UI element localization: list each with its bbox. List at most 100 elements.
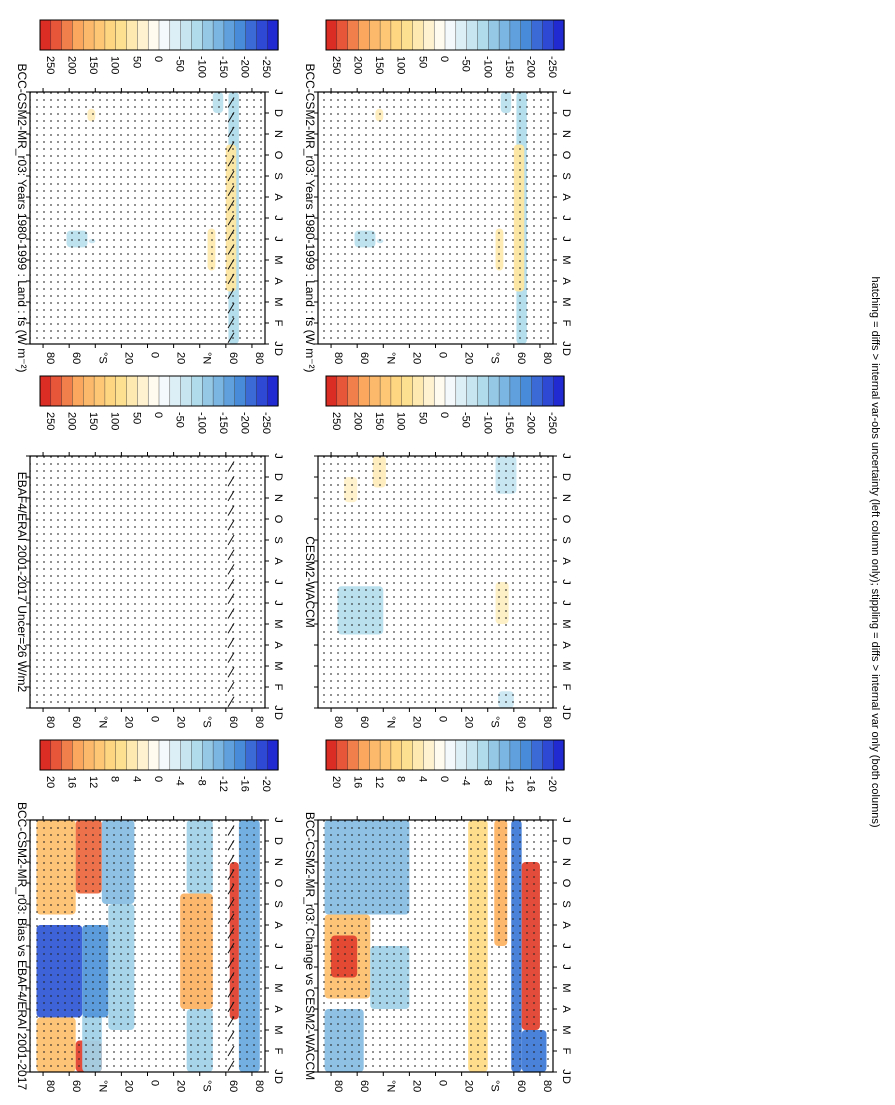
colorbar-cell xyxy=(137,375,149,407)
colorbar-cell xyxy=(72,739,84,771)
colorbar-tick-label: 200 xyxy=(351,412,363,430)
colorbar-tick-label: -200 xyxy=(525,56,537,78)
colorbar-cell xyxy=(256,375,268,407)
month-tick-label: O xyxy=(560,515,572,524)
colorbar-cell xyxy=(401,375,414,407)
colorbar-cell xyxy=(390,19,403,51)
colorbar-cell xyxy=(104,19,117,51)
lat-tick-label: °S xyxy=(489,1080,501,1092)
month-tick-label: A xyxy=(272,277,284,285)
hatch-mark xyxy=(227,534,235,546)
colorbar-cell xyxy=(401,19,414,51)
colorbar-cell xyxy=(531,375,544,407)
month-tick-label: J xyxy=(272,817,284,823)
lat-tick-label: 20 xyxy=(175,352,187,364)
colorbar-cell xyxy=(379,19,392,51)
month-tick-label: O xyxy=(560,151,572,160)
colorbar-cell xyxy=(369,19,381,51)
month-tick-label: D xyxy=(560,712,572,720)
month-tick-label: N xyxy=(272,858,284,866)
month-tick-label: M xyxy=(272,255,284,264)
month-tick-label: F xyxy=(560,320,572,327)
hatch-mark xyxy=(227,1045,235,1057)
colorbar-cell xyxy=(390,375,403,407)
hatch-mark xyxy=(227,884,235,895)
month-tick-label: A xyxy=(272,193,284,201)
colorbar-cell xyxy=(358,739,370,771)
colorbar-tick-label: 200 xyxy=(65,56,77,74)
panel-p4: 80 60 °N 20 0 20 °S 60 80JFMAMJJASONDJDCESM2-WAC… xyxy=(303,375,572,728)
hatch-mark xyxy=(227,141,235,152)
lat-tick-label: °N xyxy=(384,352,396,364)
panel-p2: 80 60 °N 20 0 20 °S 60 80JFMAMJJASONDJDBCC-CSM2-… xyxy=(303,19,572,373)
colorbar-tick-label: -100 xyxy=(481,412,493,434)
colorbar-cell xyxy=(466,19,479,51)
lat-tick-label: 60 xyxy=(227,716,239,728)
colorbar-cell xyxy=(180,19,193,51)
colorbar-cell xyxy=(325,375,338,407)
colorbar-tick-label: 8 xyxy=(109,776,121,782)
lat-tick-label: °S xyxy=(489,716,501,728)
panel-p5: 80 60 °N 20 0 20 °S 60 80JFMAMJJASONDJDBCC-CSM2-… xyxy=(15,739,284,1092)
month-tick-label: O xyxy=(272,151,284,160)
colorbar-cell xyxy=(552,19,565,51)
month-tick-label: M xyxy=(560,297,572,306)
lat-tick-label: °N xyxy=(384,716,396,728)
colorbar-cell xyxy=(531,19,544,51)
month-tick-label: A xyxy=(560,557,572,565)
colorbar-cell xyxy=(379,739,392,771)
month-tick-label: J xyxy=(272,453,284,459)
month-tick-label: M xyxy=(560,661,572,670)
colorbar-cell xyxy=(520,19,533,51)
colorbar-tick-label: 12 xyxy=(373,776,385,788)
stippling xyxy=(30,92,265,344)
lat-tick-label: 60 xyxy=(70,352,82,364)
month-tick-label: S xyxy=(560,536,572,543)
hatch-mark xyxy=(227,549,235,560)
hatch-mark xyxy=(227,490,235,502)
month-tick-label: A xyxy=(272,557,284,565)
month-tick-label: D xyxy=(272,109,284,117)
hatch-mark xyxy=(227,97,235,108)
colorbar-cell xyxy=(93,19,106,51)
stippling xyxy=(318,820,553,1072)
colorbar-cell xyxy=(401,739,414,771)
colorbar-cell xyxy=(180,375,193,407)
month-tick-label: M xyxy=(272,661,284,670)
month-tick-label: J xyxy=(560,943,572,949)
month-tick-label: O xyxy=(560,879,572,888)
colorbar-cell xyxy=(83,739,95,771)
month-tick-label: N xyxy=(272,494,284,502)
month-tick-label: J xyxy=(560,341,572,347)
colorbar-cell xyxy=(72,19,84,51)
lat-tick-label: °N xyxy=(96,1080,108,1092)
lat-tick-label: 20 xyxy=(175,1080,187,1092)
month-tick-label: D xyxy=(560,109,572,117)
month-tick-label: M xyxy=(560,1025,572,1034)
colorbar-cell xyxy=(126,375,139,407)
month-tick-label: S xyxy=(272,172,284,179)
lat-tick-label: °N xyxy=(96,716,108,728)
lat-tick-label: 0 xyxy=(149,352,161,358)
colorbar-frame xyxy=(325,19,565,51)
colorbar-cell xyxy=(137,739,149,771)
month-tick-label: S xyxy=(272,900,284,907)
colorbar-cell xyxy=(466,375,479,407)
hatch-mark xyxy=(227,578,235,590)
colorbar-cell xyxy=(412,19,425,51)
lat-tick-label: 80 xyxy=(332,1080,344,1092)
colorbar-tick-label: 200 xyxy=(351,56,363,74)
colorbar-cell xyxy=(433,19,446,51)
figure-caption: hatching = diffs > internal var-obs unce… xyxy=(869,276,881,827)
colorbar-cell xyxy=(477,375,489,407)
month-tick-label: F xyxy=(560,1048,572,1055)
month-tick-label: J xyxy=(560,705,572,711)
colorbar-cell xyxy=(552,375,565,407)
colorbar-cell xyxy=(83,375,95,407)
colorbar-cell xyxy=(498,739,511,771)
month-tick-label: D xyxy=(272,1076,284,1084)
colorbar-cell xyxy=(147,19,160,51)
colorbar-tick-label: -100 xyxy=(481,56,493,78)
lat-tick-label: °S xyxy=(96,352,108,364)
